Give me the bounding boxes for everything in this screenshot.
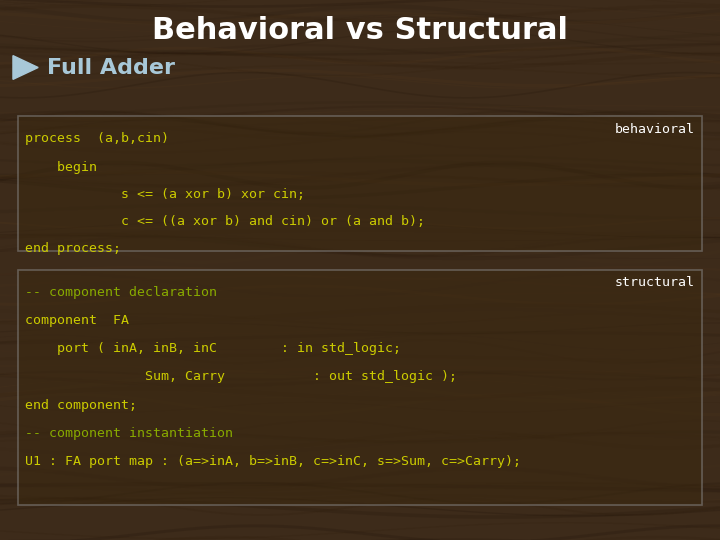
Text: end component;: end component; bbox=[25, 399, 138, 411]
Text: component  FA: component FA bbox=[25, 314, 129, 327]
Text: port ( inA, inB, inC        : in std_logic;: port ( inA, inB, inC : in std_logic; bbox=[25, 342, 401, 355]
Text: U1 : FA port map : (a=>inA, b=>inB, c=>inC, s=>Sum, c=>Carry);: U1 : FA port map : (a=>inA, b=>inB, c=>i… bbox=[25, 455, 521, 468]
FancyBboxPatch shape bbox=[18, 270, 702, 505]
Text: Behavioral vs Structural: Behavioral vs Structural bbox=[152, 16, 568, 45]
Text: structural: structural bbox=[615, 276, 695, 289]
Text: Full Adder: Full Adder bbox=[47, 57, 175, 78]
FancyBboxPatch shape bbox=[18, 116, 702, 251]
Text: s <= (a xor b) xor cin;: s <= (a xor b) xor cin; bbox=[25, 188, 305, 201]
Text: begin: begin bbox=[25, 161, 97, 174]
Text: end process;: end process; bbox=[25, 242, 121, 255]
Polygon shape bbox=[13, 56, 38, 79]
Text: process  (a,b,cin): process (a,b,cin) bbox=[25, 132, 169, 145]
Text: -- component instantiation: -- component instantiation bbox=[25, 427, 233, 440]
Text: behavioral: behavioral bbox=[615, 123, 695, 136]
Text: -- component declaration: -- component declaration bbox=[25, 286, 217, 299]
Text: c <= ((a xor b) and cin) or (a and b);: c <= ((a xor b) and cin) or (a and b); bbox=[25, 215, 426, 228]
Text: Sum, Carry           : out std_logic );: Sum, Carry : out std_logic ); bbox=[25, 370, 457, 383]
